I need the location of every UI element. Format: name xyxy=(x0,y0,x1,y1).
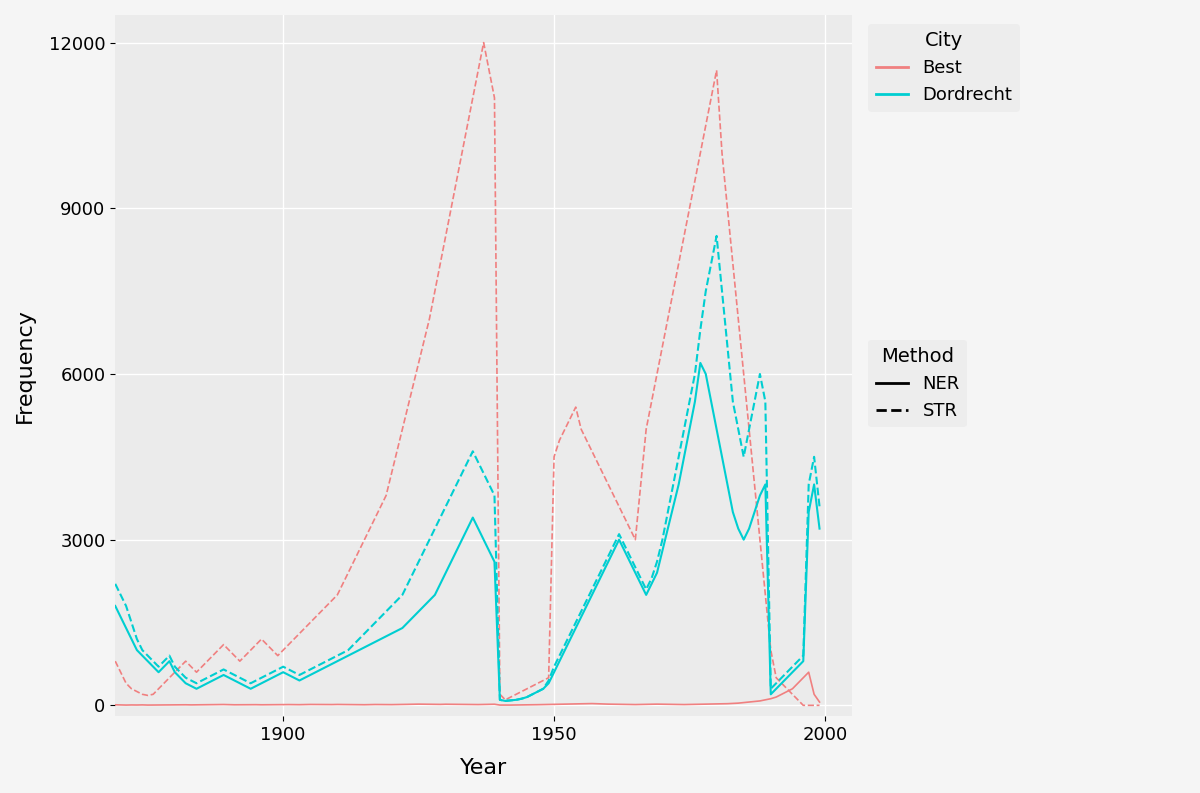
Y-axis label: Frequency: Frequency xyxy=(14,308,35,423)
X-axis label: Year: Year xyxy=(460,758,508,778)
Legend: NER, STR: NER, STR xyxy=(869,339,967,427)
